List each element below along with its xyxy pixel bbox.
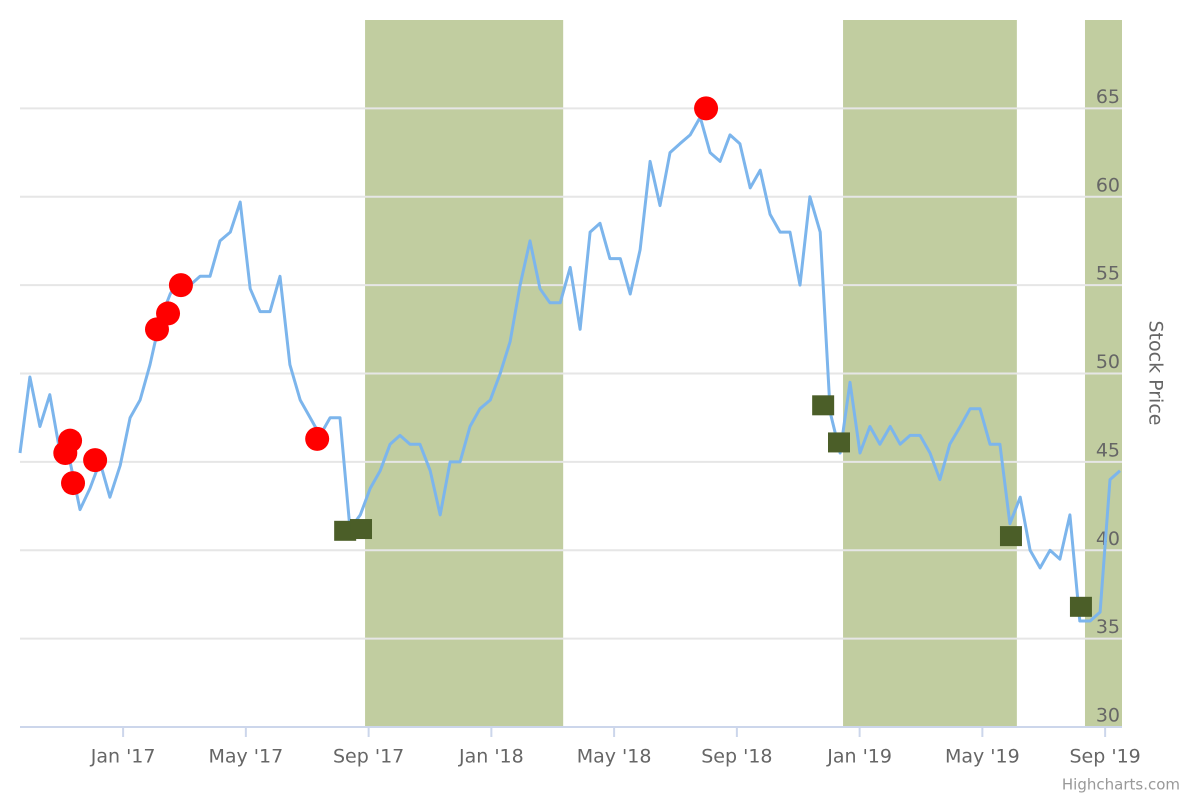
- y-tick-label: 65: [1096, 86, 1120, 108]
- signal-square: [1069, 596, 1092, 617]
- signal-square: [999, 526, 1022, 547]
- x-tick-label: May '19: [945, 746, 1020, 768]
- y-tick-label: 30: [1096, 705, 1120, 727]
- x-tick-label: Jan '18: [458, 746, 524, 768]
- y-tick-label: 50: [1096, 351, 1120, 373]
- signal-circle: [694, 96, 719, 121]
- signal-circle: [83, 448, 108, 473]
- x-tick-label: Sep '17: [333, 746, 404, 768]
- x-tick-label: Jan '17: [90, 746, 156, 768]
- signal-circle: [168, 273, 193, 298]
- signal-circle: [58, 428, 83, 453]
- signal-circle: [305, 426, 330, 451]
- y-tick-label: 60: [1096, 174, 1120, 196]
- x-tick-label: Jan '19: [826, 746, 892, 768]
- signal-square: [827, 432, 850, 453]
- signal-circle: [61, 471, 86, 496]
- y-tick-label: 45: [1096, 439, 1120, 461]
- x-tick-label: May '18: [577, 746, 652, 768]
- y-tick-label: 35: [1096, 616, 1120, 638]
- x-tick-label: Sep '19: [1070, 746, 1141, 768]
- y-tick-label: 40: [1096, 528, 1120, 550]
- x-tick-label: Sep '18: [701, 746, 772, 768]
- credits[interactable]: Highcharts.com: [1062, 776, 1180, 794]
- y-tick-label: 55: [1096, 263, 1120, 285]
- signal-square: [812, 395, 835, 416]
- y-axis-title: Stock Price: [1145, 321, 1167, 426]
- price-line: [18, 115, 1121, 623]
- x-tick-label: May '17: [208, 746, 283, 768]
- signal-square: [350, 519, 373, 540]
- signal-circle: [156, 301, 181, 326]
